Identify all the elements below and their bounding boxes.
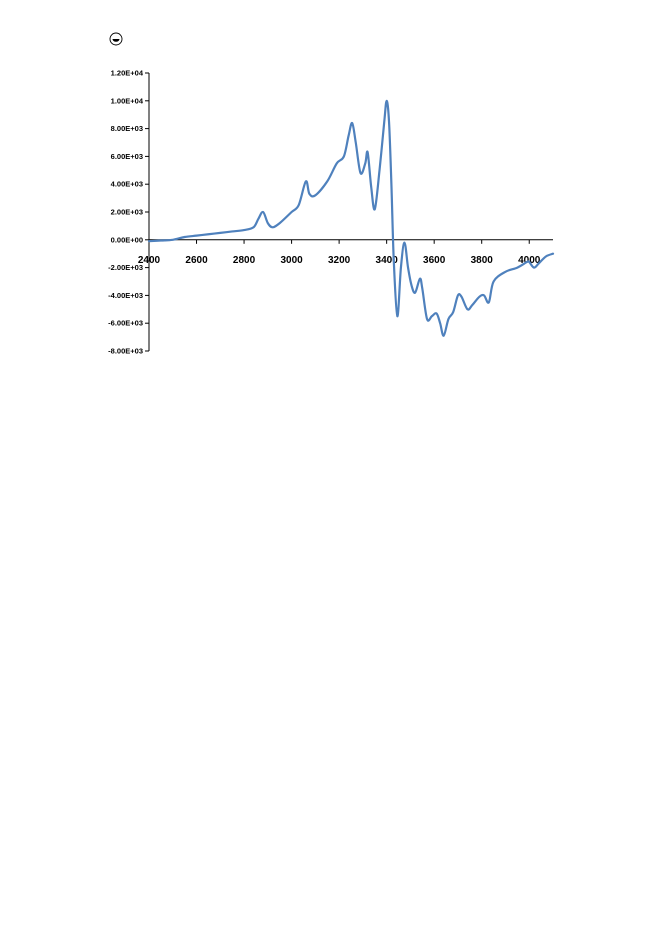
x-tick-label: 3600 (423, 255, 446, 266)
x-tick-label: 2600 (185, 255, 208, 266)
y-tick-label: -6.00E+03 (108, 319, 143, 328)
y-tick-label: -4.00E+03 (108, 291, 143, 300)
x-axis-ticks: 2400 2600 2800 3000 3200 3400 3600 3800 4000 (138, 239, 541, 266)
y-tick-label: 1.00E+04 (111, 96, 144, 105)
y-tick-label: -2.00E+03 (108, 263, 143, 272)
y-tick-label: 6.00E+03 (111, 152, 143, 161)
x-tick-label: 3000 (280, 255, 303, 266)
y-tick-label: 1.20E+04 (111, 69, 144, 78)
chart-axes (148, 73, 553, 351)
x-tick-label: 3200 (328, 255, 351, 266)
circle-minus-icon (109, 32, 123, 46)
y-tick-label: 2.00E+03 (111, 208, 143, 217)
x-tick-label: 3400 (376, 255, 399, 266)
y-tick-label: 8.00E+03 (111, 124, 143, 133)
y-axis-ticks: 1.20E+04 1.00E+04 8.00E+03 6.00E+03 4.00E+03… (108, 69, 149, 356)
x-tick-label: 3800 (471, 255, 494, 266)
series-layer (147, 99, 555, 337)
y-tick-label: -8.00E+03 (108, 347, 143, 356)
x-tick-label: 2400 (138, 255, 161, 266)
x-tick-label: 4000 (518, 255, 541, 266)
series-line (147, 99, 555, 337)
x-tick-label: 2800 (233, 255, 256, 266)
y-tick-label: 0.00E+00 (111, 235, 143, 244)
y-tick-label: 4.00E+03 (111, 180, 143, 189)
